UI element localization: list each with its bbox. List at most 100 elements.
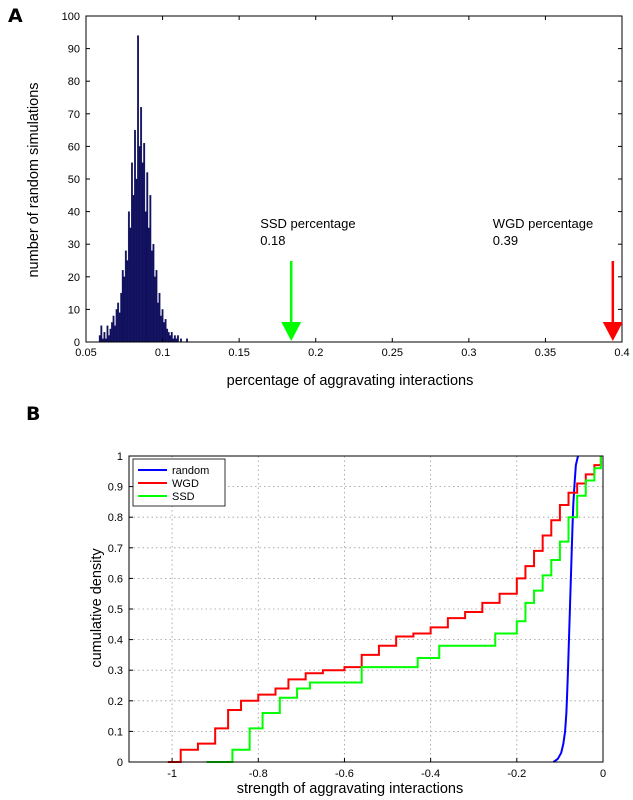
- panel-a-y-tick-label: 30: [68, 239, 80, 251]
- histogram-bar: [120, 292, 123, 343]
- panel-a-y-tick-label: 70: [68, 109, 80, 121]
- panel-b-y-tick-label: 0.7: [108, 543, 123, 555]
- panel-letter-a: A: [8, 5, 23, 27]
- panel-b-y-tick-label: 0.8: [108, 512, 123, 524]
- histogram-bar: [100, 325, 103, 343]
- histogram-bar: [144, 211, 147, 343]
- panel-b-y-tick-label: 0.5: [108, 604, 123, 616]
- histogram-bar: [126, 260, 129, 343]
- histogram-bar: [127, 211, 130, 343]
- histogram-bar: [161, 309, 164, 343]
- panel-a-y-tick-label: 20: [68, 272, 80, 284]
- panel-a-x-tick-label: 0.4: [614, 347, 629, 359]
- panel-a-y-tick-label: 90: [68, 44, 80, 56]
- histogram-bar: [149, 195, 152, 343]
- panel-a-x-tick-label: 0.35: [535, 347, 556, 359]
- histogram-bar: [164, 319, 167, 343]
- panel-a-y-tick-label: 10: [68, 304, 80, 316]
- panel-a-x-tick-label: 0.1: [155, 347, 170, 359]
- histogram-bar: [106, 325, 109, 343]
- histogram-bar: [158, 292, 161, 343]
- histogram-bar: [111, 322, 113, 343]
- histogram-bar: [137, 35, 139, 343]
- panel-a-y-tick-label: 60: [68, 141, 80, 153]
- histogram-bar: [146, 172, 149, 343]
- panel-a-y-tick-label: 100: [62, 11, 80, 23]
- histogram-bar: [121, 270, 124, 343]
- histogram-bar: [163, 322, 166, 343]
- panel-a-y-tick-label: 50: [68, 174, 80, 186]
- histogram-bar: [160, 315, 162, 343]
- annotation-arrow-head: [281, 322, 302, 341]
- histogram-bar: [108, 335, 110, 343]
- histogram-bar: [129, 227, 132, 343]
- panel-a-y-axis-label: number of random simulations: [26, 82, 42, 277]
- panel-b-x-tick-label: -1: [167, 768, 177, 780]
- panel-b-y-tick-label: 0.6: [108, 573, 123, 585]
- panel-b-y-tick-label: 0: [117, 757, 123, 769]
- histogram-bar: [167, 332, 170, 343]
- panel-a-x-tick-label: 0.15: [228, 347, 249, 359]
- histogram-bar: [152, 244, 155, 343]
- annotation-value: 0.39: [493, 233, 518, 248]
- histogram-bar: [124, 250, 127, 343]
- histogram-bar: [138, 146, 141, 343]
- panel-a-x-tick-label: 0.2: [308, 347, 323, 359]
- histogram-bar: [115, 309, 118, 343]
- histogram-bar: [157, 302, 159, 343]
- series-line-wgd: [167, 456, 602, 763]
- panel-b-y-tick-label: 0.1: [108, 726, 123, 738]
- histogram-bar: [155, 270, 158, 343]
- panel-b-y-axis-label: cumulative density: [89, 548, 105, 668]
- histogram-bar: [98, 335, 101, 343]
- panel-a-y-tick-label: 40: [68, 207, 80, 219]
- histogram-bar: [170, 332, 173, 343]
- histogram-bar: [103, 332, 106, 343]
- histogram-bar: [118, 312, 121, 343]
- histogram-bar: [173, 335, 176, 343]
- histogram-bar: [132, 195, 135, 343]
- histogram-bar: [109, 328, 112, 343]
- panel-b-x-tick-label: 0: [600, 768, 606, 780]
- legend-label-random: random: [172, 465, 209, 477]
- legend-label-wgd: WGD: [172, 478, 199, 490]
- panel-b-chart: -1 -0.8 -0.6 -0.4 -0.2 0 0 0.1 0.2 0.3 0.4 0.5 0.6 0.…: [108, 451, 606, 780]
- histogram-bar: [114, 325, 117, 343]
- panel-a-y-tick-label: 0: [74, 337, 80, 349]
- histogram-bar: [135, 178, 138, 343]
- histogram-bar: [153, 276, 156, 343]
- panel-b-y-tick-label: 0.3: [108, 665, 123, 677]
- panel-b-x-axis-label: strength of aggravating interactions: [237, 781, 464, 797]
- panel-b-x-tick-label: -0.4: [421, 768, 440, 780]
- annotation-label: WGD percentage: [493, 216, 593, 231]
- annotation-value: 0.18: [260, 233, 285, 248]
- histogram-bar: [140, 107, 143, 343]
- annotation-label: SSD percentage: [260, 216, 355, 231]
- panel-b-y-tick-label: 1: [117, 451, 123, 463]
- panel-a-x-tick-label: 0.3: [461, 347, 476, 359]
- histogram-bar: [123, 276, 126, 343]
- panel-b-x-tick-label: -0.8: [249, 768, 268, 780]
- panel-b-y-tick-label: 0.9: [108, 482, 123, 494]
- series-line-ssd: [206, 456, 602, 763]
- panel-b-x-tick-label: -0.6: [335, 768, 354, 780]
- panel-b-y-tick-label: 0.2: [108, 696, 123, 708]
- panel-a-x-tick-label: 0.05: [75, 347, 96, 359]
- legend-label-ssd: SSD: [172, 491, 195, 503]
- panel-b-y-tick-label: 0.4: [108, 635, 123, 647]
- series-line-random: [552, 455, 579, 763]
- panel-a-x-tick-label: 0.25: [382, 347, 403, 359]
- histogram-bar: [176, 335, 179, 343]
- panel-a-chart: 0.05 0.1 0.15 0.2 0.25 0.3 0.35 0.4 0 10 20 30 40 50 6…: [62, 11, 630, 359]
- histogram-bar: [147, 227, 150, 343]
- histogram-bar: [141, 162, 144, 343]
- panel-b-x-tick-label: -0.2: [507, 768, 526, 780]
- panel-a-y-tick-label: 80: [68, 76, 80, 88]
- histogram-bar: [143, 142, 146, 343]
- histogram-bar: [150, 250, 153, 343]
- panel-letter-b: B: [26, 403, 40, 425]
- panel-a-axes-box: [85, 15, 623, 343]
- histogram-bar: [134, 129, 136, 343]
